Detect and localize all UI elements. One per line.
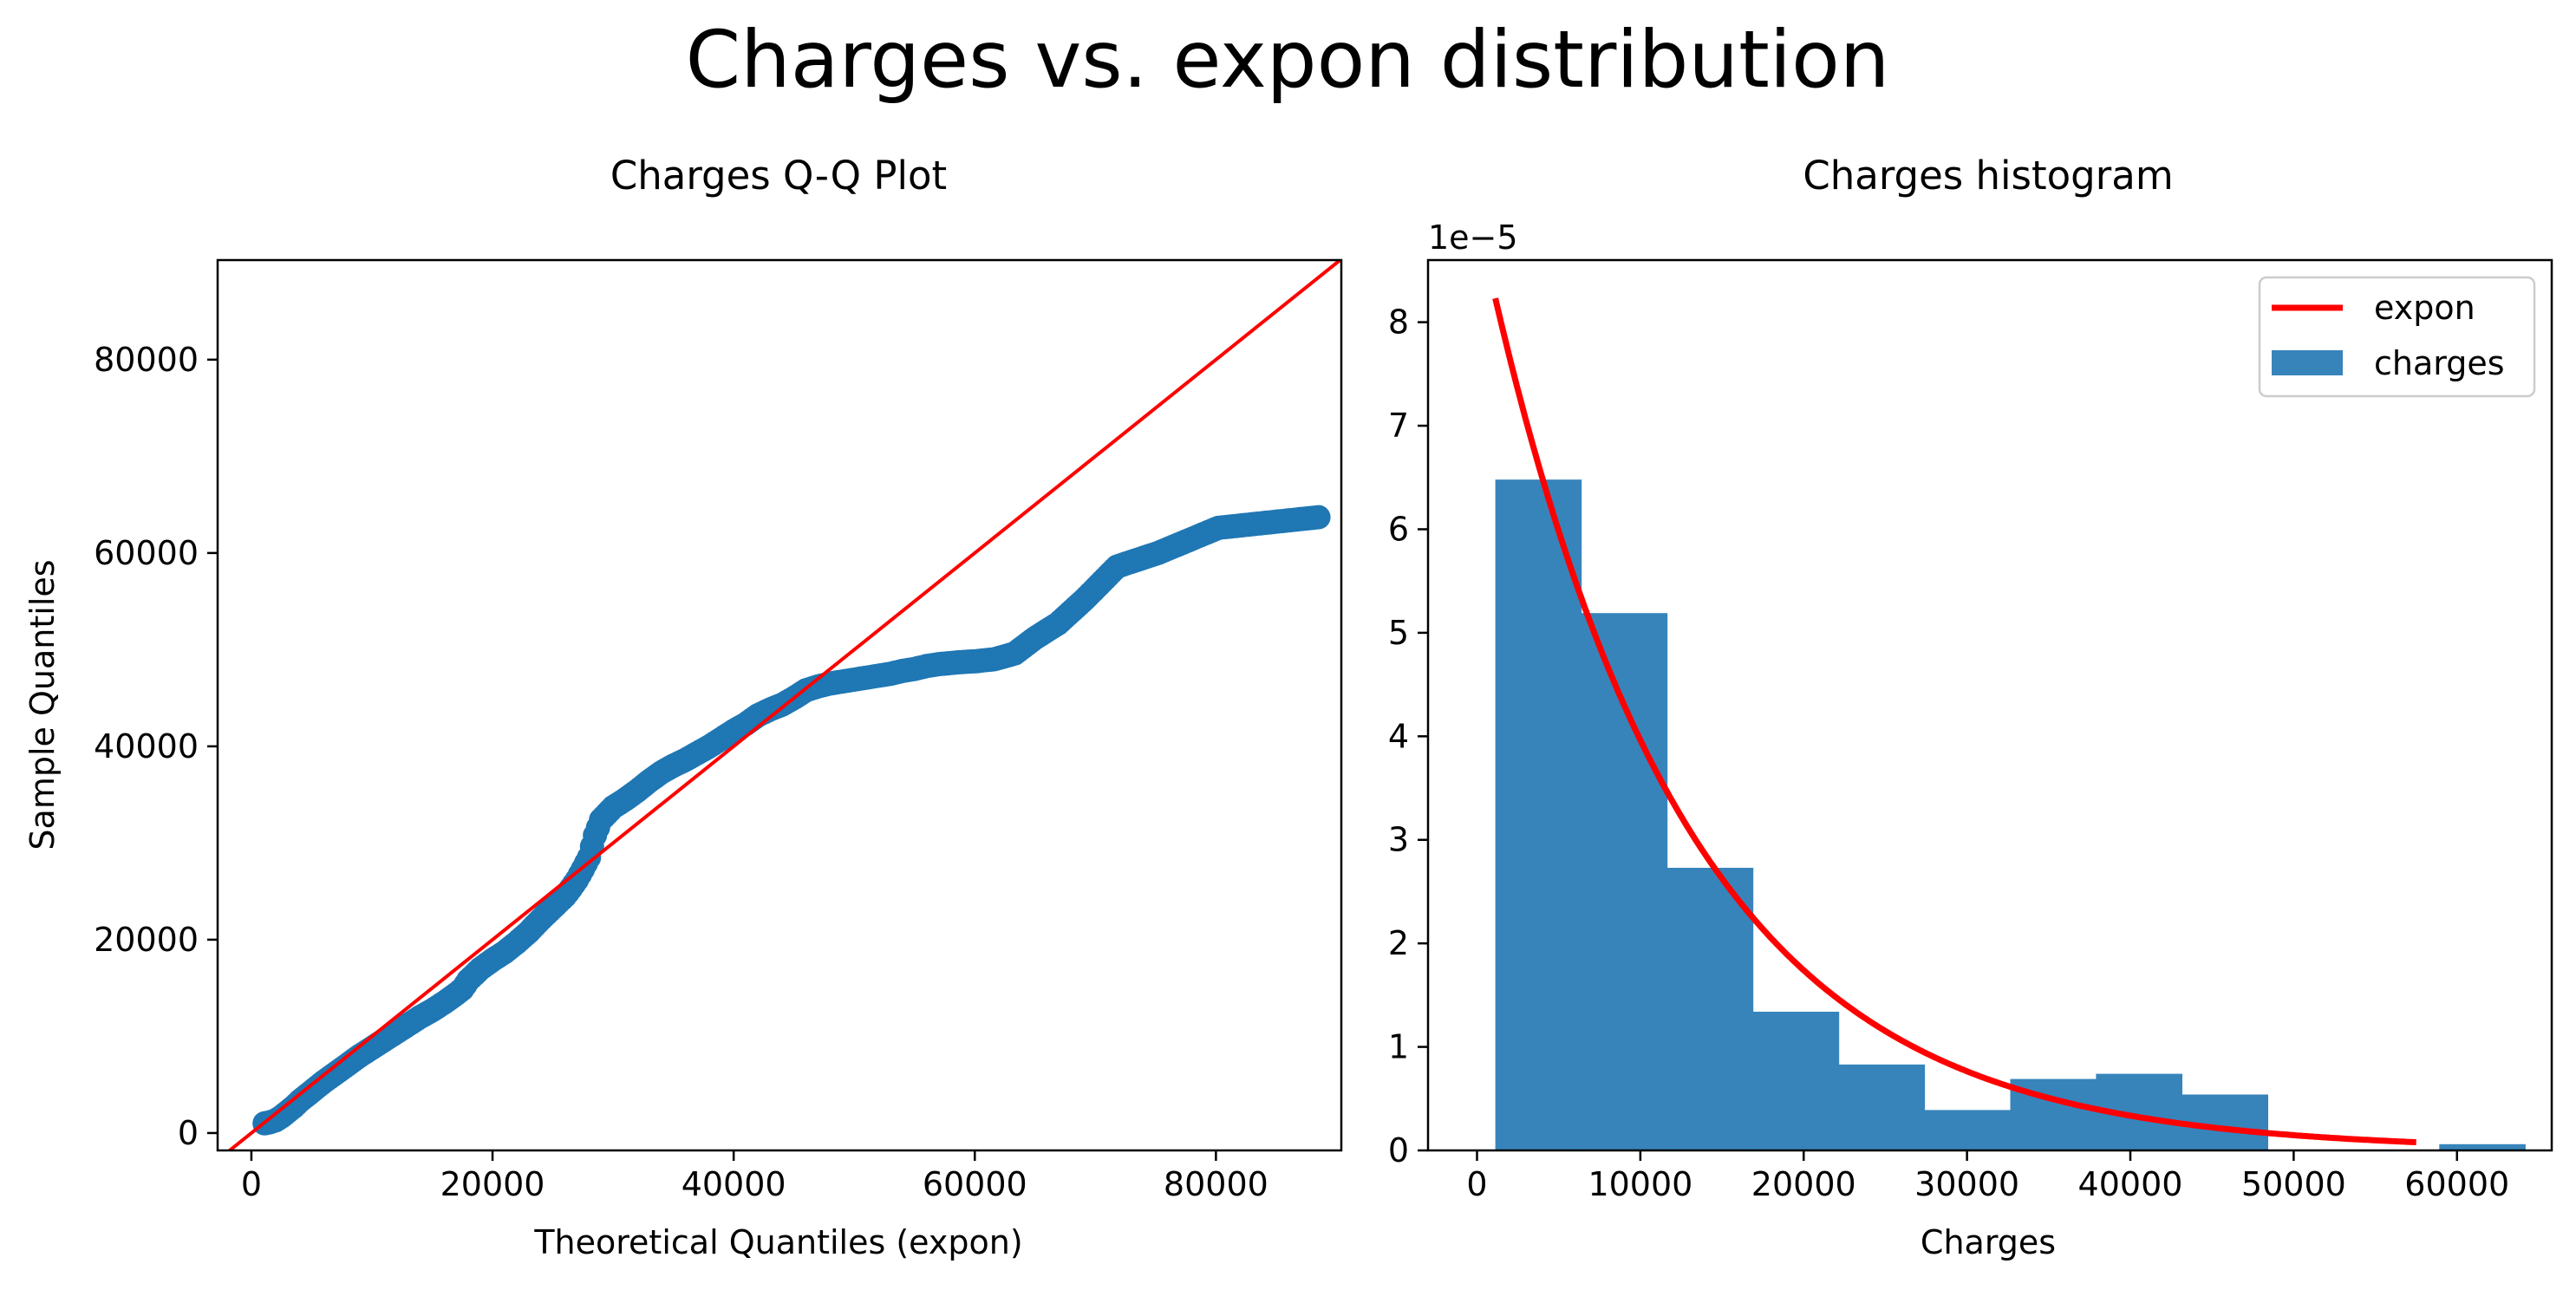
qq-plot-title: Charges Q-Q Plot (610, 153, 947, 199)
histogram-y-tick-label: 8 (1388, 303, 1409, 342)
qq-x-tick-label: 60000 (923, 1165, 1027, 1203)
histogram-bar (2439, 1143, 2526, 1150)
histogram-y-tick-label: 0 (1388, 1131, 1409, 1169)
qq-y-axis-label: Sample Quantiles (23, 559, 62, 850)
histogram-axes-frame (1426, 258, 2553, 1152)
histogram-y-tick-label: 1 (1388, 1028, 1409, 1066)
legend-charges-label: charges (2374, 344, 2505, 382)
histogram-title: Charges histogram (1803, 153, 2173, 199)
qq-y-tick-label: 60000 (94, 534, 199, 572)
qq-plot-area (226, 260, 1341, 1150)
qq-x-tick-label: 40000 (681, 1165, 786, 1203)
qq-x-axis-label: Theoretical Quantiles (expon) (533, 1223, 1022, 1261)
histogram-y-tick-label: 4 (1388, 717, 1409, 755)
histogram-x-tick-label: 50000 (2241, 1165, 2346, 1203)
qq-point (1306, 505, 1331, 530)
qq-y-tick-label: 40000 (94, 727, 199, 766)
qq-plot-panel: Charges Q-Q Plot 0 20000 40000 60000 80000 0 2… (23, 153, 1343, 1261)
histogram-bar (1666, 868, 1754, 1150)
histogram-y-tick-label: 6 (1388, 510, 1409, 548)
histogram-legend: expon charges (2258, 276, 2536, 398)
legend-charges-swatch (2272, 350, 2343, 375)
histogram-x-tick-label: 60000 (2404, 1165, 2509, 1203)
qq-y-tick-label: 20000 (94, 921, 199, 959)
histogram-x-axis-label: Charges (1921, 1223, 2056, 1261)
histogram-bar (1924, 1110, 2012, 1150)
histogram-x-tick-label: 0 (1466, 1165, 1487, 1203)
histogram-bar (1495, 479, 1582, 1150)
qq-y-tick-label: 0 (178, 1114, 199, 1152)
histogram-y-tick-label: 5 (1388, 614, 1409, 652)
qq-x-tick-label: 0 (241, 1165, 262, 1203)
histogram-y-tick-label: 7 (1388, 407, 1409, 445)
histogram-y-tick-label: 3 (1388, 821, 1409, 859)
figure-title: Charges vs. expon distribution (686, 15, 1890, 106)
histogram-x-tick-label: 10000 (1588, 1165, 1692, 1203)
qq-x-tick-label: 20000 (440, 1165, 545, 1203)
histogram-bar (1581, 613, 1668, 1150)
histogram-bar (1838, 1064, 1926, 1150)
qq-axes: 0 20000 40000 60000 80000 0 20000 40000 60000 800… (94, 341, 1268, 1203)
histogram-x-tick-label: 40000 (2078, 1165, 2183, 1203)
qq-reference-line (226, 260, 1341, 1150)
histogram-panel: Charges histogram 0 10000 20000 30000 40000 5… (1388, 153, 2553, 1261)
histogram-axes: 0 10000 20000 30000 40000 50000 60000 0 1 2 3 4 5 6 7 8 (1388, 303, 2509, 1203)
histogram-plot-area (1492, 297, 2526, 1150)
qq-x-tick-label: 80000 (1164, 1165, 1268, 1203)
histogram-x-tick-label: 30000 (1914, 1165, 2019, 1203)
histogram-offset-text: 1e−5 (1428, 218, 1518, 257)
histogram-bar (1752, 1012, 1840, 1150)
histogram-y-tick-label: 2 (1388, 924, 1409, 962)
qq-y-tick-label: 80000 (94, 341, 199, 379)
expon-curve (1492, 297, 2416, 1145)
legend-expon-label: expon (2374, 289, 2475, 327)
qq-axes-frame (216, 258, 1343, 1152)
histogram-x-tick-label: 20000 (1751, 1165, 1856, 1203)
